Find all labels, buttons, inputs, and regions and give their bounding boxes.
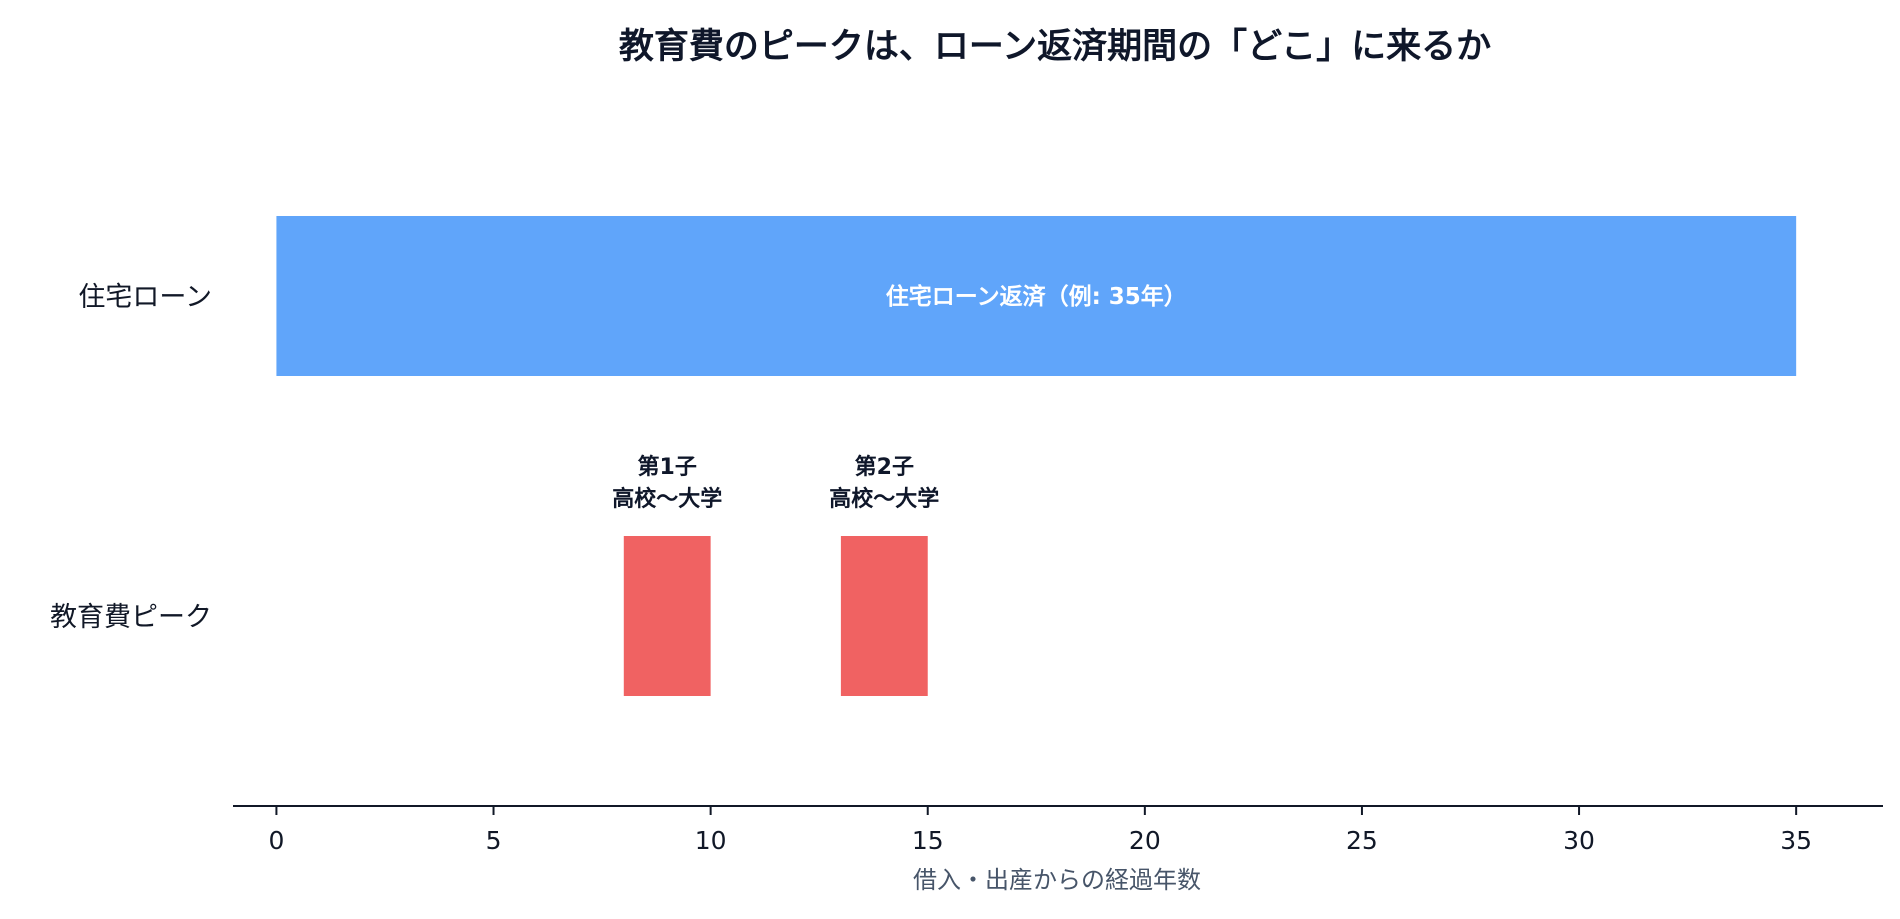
x-tick-label: 35 [1780,826,1812,855]
bar [840,536,928,696]
annotation-label: 第1子 [638,454,697,480]
bar-label: 住宅ローン返済（例: 35年） [886,283,1187,310]
x-tick-label: 10 [695,826,727,855]
x-tick-label: 20 [1129,826,1161,855]
bars-group: 住宅ローン返済（例: 35年） [276,216,1797,696]
x-tick-label: 25 [1346,826,1378,855]
x-axis-title: 借入・出産からの経過年数 [913,866,1201,894]
chart-title: 教育費のピークは、ローン返済期間の「どこ」に来るか [619,27,1491,67]
bar [276,216,1797,376]
x-tick-label: 5 [486,826,502,855]
x-tick-label: 0 [268,826,284,855]
annotation-label: 高校〜大学 [829,486,939,512]
category-label: 住宅ローン [78,282,212,313]
x-tick-label: 15 [912,826,944,855]
x-axis-ticks: 0 5 10 15 20 25 30 35 [268,806,1812,855]
category-label: 教育費ピーク [50,602,212,633]
x-tick-label: 30 [1563,826,1595,855]
bar [623,536,711,696]
annotation-label: 第2子 [855,454,914,480]
annotation-label: 高校〜大学 [612,486,722,512]
